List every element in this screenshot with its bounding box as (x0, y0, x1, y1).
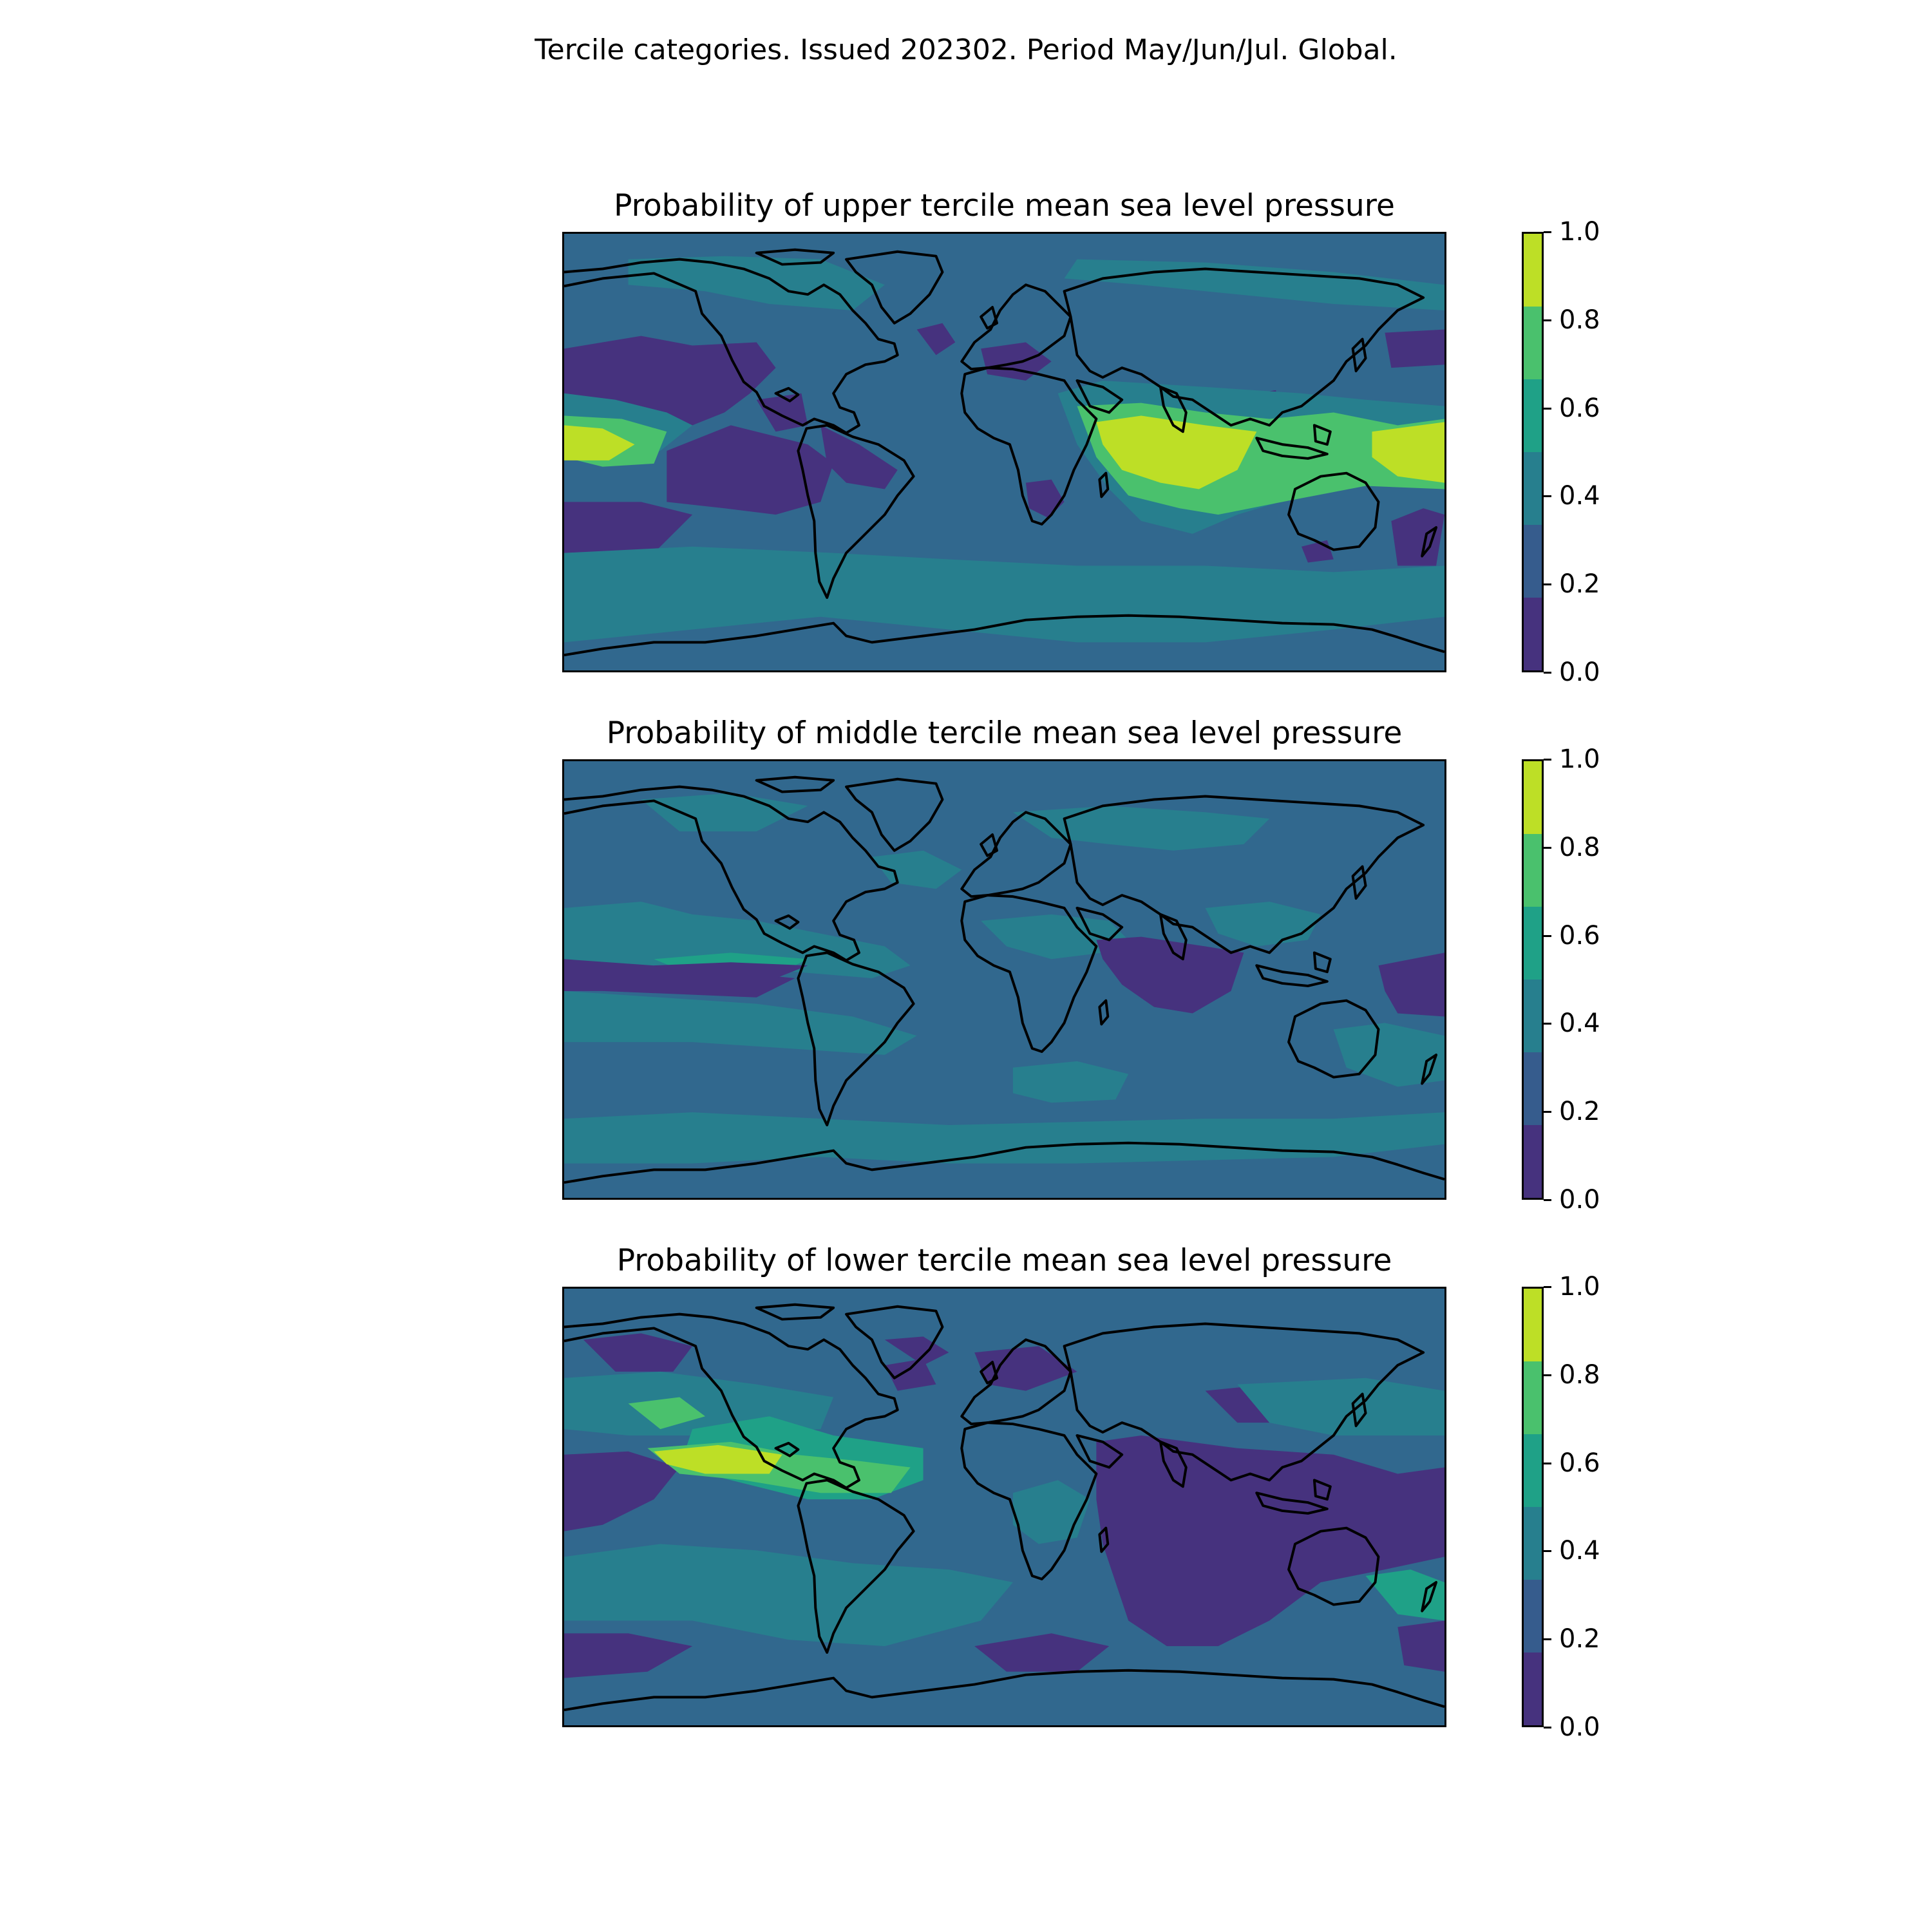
probability-map (562, 232, 1446, 672)
tick-label: 0.0 (1559, 1185, 1600, 1215)
tick-label: 0.6 (1559, 393, 1600, 423)
panel-title: Probability of upper tercile mean sea le… (614, 188, 1395, 223)
tick-label: 0.6 (1559, 921, 1600, 951)
panel-upper-tercile: Probability of upper tercile mean sea le… (0, 188, 1932, 703)
tick-label: 0.2 (1559, 1624, 1600, 1654)
colorbar (1522, 232, 1544, 672)
panel-middle-tercile: Probability of middle tercile mean sea l… (0, 715, 1932, 1231)
map-svg (564, 1289, 1444, 1725)
probability-map (562, 1287, 1446, 1727)
tick-label: 0.6 (1559, 1448, 1600, 1478)
map-svg (564, 234, 1444, 670)
tick-label: 0.8 (1559, 1360, 1600, 1390)
colorbar (1522, 1287, 1544, 1727)
panel-title: Probability of lower tercile mean sea le… (616, 1243, 1392, 1278)
tick-label: 1.0 (1559, 217, 1600, 247)
tick-label: 0.2 (1559, 569, 1600, 599)
tick-label: 0.4 (1559, 1009, 1600, 1038)
tick-label: 0.2 (1559, 1097, 1600, 1126)
probability-map (562, 759, 1446, 1200)
probability-fields (564, 1333, 1444, 1678)
tick-label: 1.0 (1559, 1272, 1600, 1302)
tick-label: 0.0 (1559, 1712, 1600, 1742)
tick-label: 1.0 (1559, 744, 1600, 774)
tick-label: 0.8 (1559, 305, 1600, 335)
figure-title: Tercile categories. Issued 202302. Perio… (535, 33, 1397, 66)
tick-label: 0.4 (1559, 1536, 1600, 1566)
panel-title: Probability of middle tercile mean sea l… (606, 715, 1403, 751)
probability-fields (564, 793, 1444, 1164)
tick-label: 0.0 (1559, 658, 1600, 687)
tick-label: 0.8 (1559, 833, 1600, 862)
panel-lower-tercile: Probability of lower tercile mean sea le… (0, 1243, 1932, 1758)
map-svg (564, 761, 1444, 1198)
tick-label: 0.4 (1559, 481, 1600, 511)
colorbar (1522, 759, 1544, 1200)
